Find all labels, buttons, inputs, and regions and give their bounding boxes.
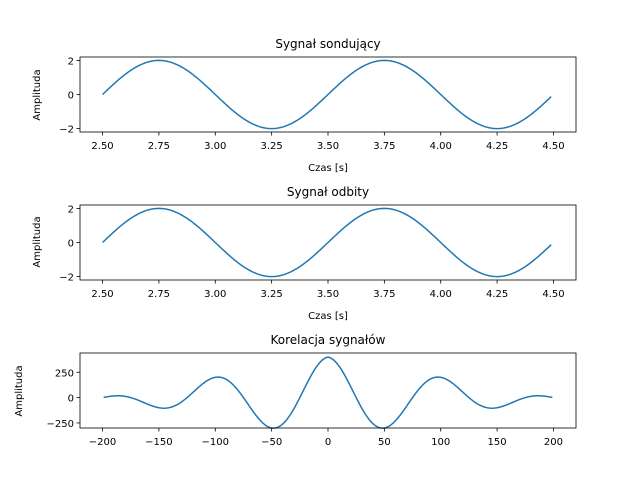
y-axis-label: Amplituda — [14, 365, 25, 416]
subplot-reflected-signal: Sygnał odbity Amplituda Czas [s] 2.50 2.… — [32, 185, 577, 322]
y-tick-label: −2 — [59, 125, 74, 136]
y-axis-label: Amplituda — [32, 216, 43, 267]
x-tick-labels: −200 −150 −100 −50 0 50 100 150 200 — [89, 437, 563, 448]
x-tick-label: 2.75 — [148, 289, 170, 300]
x-tick-label: 3.50 — [317, 289, 339, 300]
x-tick-label: 3.75 — [373, 141, 395, 152]
tick-marks — [76, 208, 554, 284]
chart-title: Sygnał sondujący — [275, 37, 380, 51]
subplot-correlation: Korelacja sygnałów Amplituda −200 −150 −… — [14, 333, 577, 448]
y-tick-label: 2 — [68, 56, 74, 67]
x-tick-label: 4.25 — [486, 289, 508, 300]
tick-marks — [76, 60, 554, 136]
y-tick-labels: −2 0 2 — [59, 204, 74, 283]
x-tick-label: 2.50 — [91, 289, 113, 300]
x-tick-label: 3.75 — [373, 289, 395, 300]
y-tick-label: 250 — [55, 368, 74, 379]
y-tick-label: −2 — [59, 273, 74, 284]
x-tick-label: 200 — [544, 437, 563, 448]
x-tick-label: 50 — [378, 437, 391, 448]
x-tick-label: 100 — [431, 437, 450, 448]
series-line — [102, 59, 552, 130]
y-tick-label: 0 — [68, 394, 74, 405]
x-axis-label: Czas [s] — [308, 311, 348, 322]
x-tick-label: 4.25 — [486, 141, 508, 152]
chart-title: Korelacja sygnałów — [271, 333, 386, 347]
series-line — [103, 356, 553, 429]
x-tick-label: 3.25 — [261, 289, 283, 300]
x-tick-label: 150 — [488, 437, 507, 448]
x-tick-labels: 2.50 2.75 3.00 3.25 3.50 3.75 4.00 4.25 … — [91, 141, 564, 152]
x-tick-label: −50 — [261, 437, 282, 448]
axes-frame — [79, 56, 577, 133]
axes-frame — [79, 204, 577, 281]
y-tick-label: 0 — [68, 91, 74, 102]
x-tick-label: 2.75 — [148, 141, 170, 152]
chart-title: Sygnał odbity — [287, 185, 369, 199]
x-tick-label: −100 — [202, 437, 229, 448]
y-tick-label: 0 — [68, 239, 74, 250]
series-line — [102, 207, 552, 278]
subplot-probe-signal: Sygnał sondujący Amplituda Czas [s] 2.50… — [32, 37, 577, 174]
y-tick-labels: −250 0 250 — [47, 368, 74, 430]
x-tick-label: −200 — [89, 437, 116, 448]
x-tick-label: 2.50 — [91, 141, 113, 152]
y-tick-label: 2 — [68, 204, 74, 215]
x-tick-labels: 2.50 2.75 3.00 3.25 3.50 3.75 4.00 4.25 … — [91, 289, 564, 300]
x-tick-label: 0 — [325, 437, 331, 448]
x-tick-label: 4.00 — [430, 141, 452, 152]
y-tick-labels: −2 0 2 — [59, 56, 74, 135]
x-axis-label: Czas [s] — [308, 163, 348, 174]
x-tick-label: 3.00 — [204, 141, 226, 152]
x-tick-label: 4.50 — [542, 141, 564, 152]
y-tick-label: −250 — [47, 419, 74, 430]
x-tick-label: 4.50 — [542, 289, 564, 300]
x-tick-label: 4.00 — [430, 289, 452, 300]
y-axis-label: Amplituda — [32, 69, 43, 120]
x-tick-label: −150 — [145, 437, 172, 448]
x-tick-label: 3.00 — [204, 289, 226, 300]
axes-frame — [79, 352, 577, 429]
x-tick-label: 3.50 — [317, 141, 339, 152]
x-tick-label: 3.25 — [261, 141, 283, 152]
